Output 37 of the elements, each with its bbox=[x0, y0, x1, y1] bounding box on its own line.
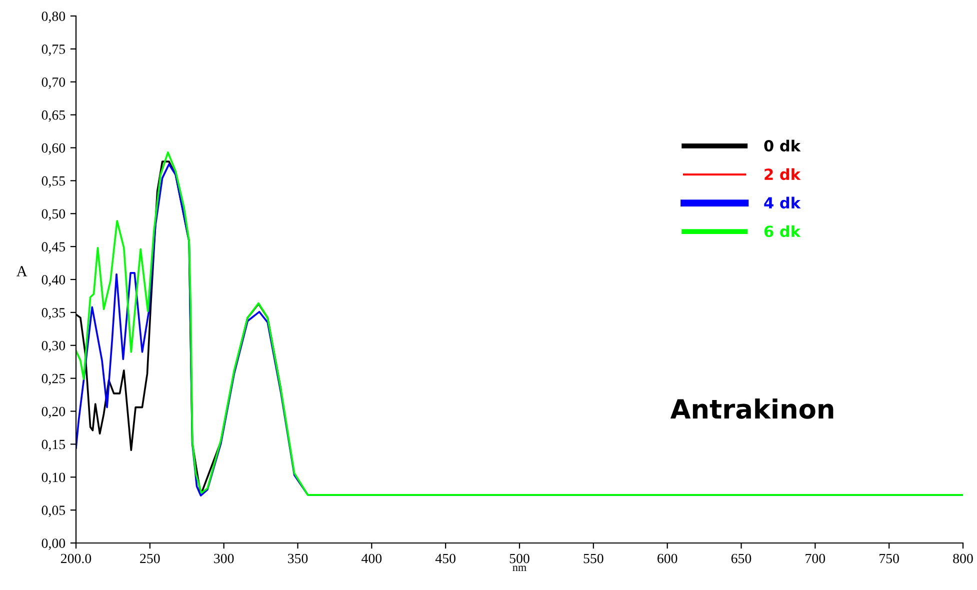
y-tick-label: 0,20 bbox=[42, 406, 66, 418]
y-tick-label: 0,50 bbox=[42, 209, 66, 221]
x-tick-label: 450 bbox=[435, 554, 456, 564]
annotation: Antrakinon bbox=[670, 398, 834, 419]
legend-label: 0 dk bbox=[764, 140, 801, 152]
y-tick-label: 0,25 bbox=[42, 374, 66, 386]
y-tick-label: 0,40 bbox=[42, 275, 66, 286]
x-tick-label: 600 bbox=[658, 554, 678, 564]
x-tick-label: 200.0 bbox=[60, 554, 92, 564]
x-axis-title: nm bbox=[512, 566, 526, 571]
legend-label: 4 dk bbox=[764, 196, 801, 209]
y-tick-label: 0,65 bbox=[42, 110, 66, 122]
y-tick-label: 0,80 bbox=[42, 12, 66, 23]
legend-label: 2 dk bbox=[764, 168, 801, 180]
x-tick-label: 750 bbox=[880, 554, 899, 564]
y-tick-label: 0,70 bbox=[42, 77, 66, 89]
x-tick-label: 300 bbox=[214, 554, 234, 564]
y-tick-label: 0,45 bbox=[42, 242, 66, 254]
x-tick-label: 800 bbox=[953, 554, 973, 564]
x-tick-label: 350 bbox=[288, 554, 308, 564]
y-tick-label: 0,05 bbox=[42, 506, 66, 518]
x-tick-label: 500 bbox=[510, 554, 530, 564]
x-tick-label: 650 bbox=[731, 554, 752, 564]
y-tick-label: 0,15 bbox=[42, 440, 66, 452]
x-tick-label: 400 bbox=[362, 554, 382, 564]
x-tick-label: 250 bbox=[140, 554, 160, 564]
y-tick-label: 0,30 bbox=[42, 340, 66, 352]
y-axis-title: A bbox=[16, 266, 28, 276]
y-tick-label: 0,35 bbox=[42, 308, 66, 320]
y-tick-label: 0,10 bbox=[42, 472, 66, 484]
y-tick-label: 0,75 bbox=[42, 44, 66, 56]
y-tick-label: 0,55 bbox=[42, 176, 66, 188]
y-tick-label: 0,60 bbox=[42, 143, 66, 155]
x-tick-label: 550 bbox=[584, 554, 604, 564]
x-tick-label: 700 bbox=[806, 554, 826, 564]
legend-label: 6 dk bbox=[764, 225, 801, 238]
y-tick-label: 0,00 bbox=[42, 538, 66, 550]
